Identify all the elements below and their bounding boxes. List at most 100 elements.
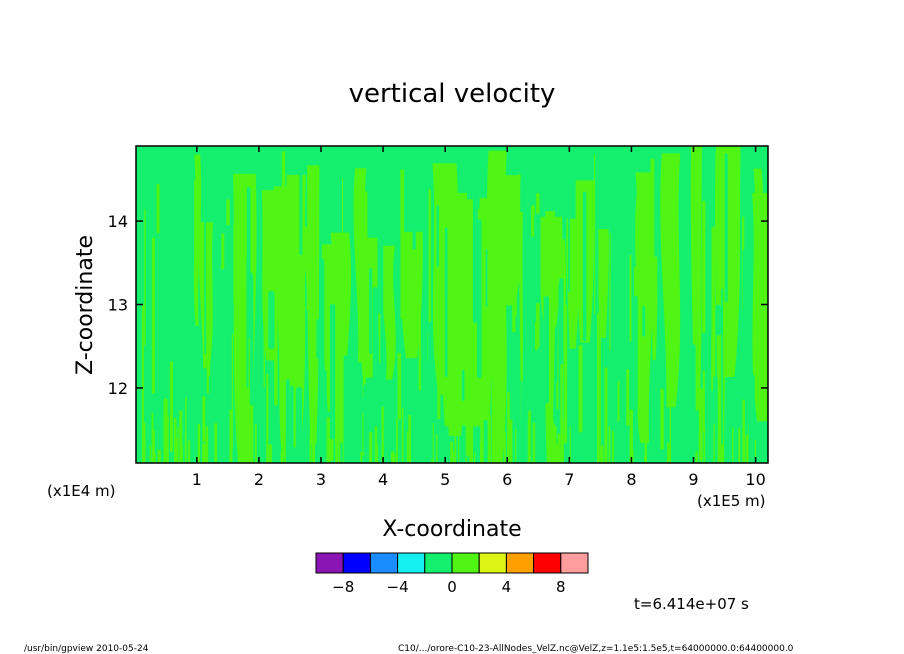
field-streak [284, 358, 286, 463]
field-gap [372, 286, 379, 397]
field-streak [435, 315, 439, 346]
field-streak [342, 178, 344, 361]
footer-left: /usr/bin/gpview 2010-05-24 [24, 644, 149, 654]
field-streak [669, 299, 672, 463]
field-gap [444, 261, 448, 297]
field-gap [295, 386, 303, 463]
field-streak [515, 286, 517, 317]
field-gap [516, 351, 521, 463]
x-tick-label: 4 [378, 470, 388, 489]
field-streak-bottom [396, 419, 398, 463]
field-streak-bottom [408, 414, 412, 463]
field-streak [578, 344, 583, 433]
field-streak-bottom [164, 443, 168, 463]
field-band [193, 154, 202, 327]
field-streak [233, 223, 235, 304]
field-streak [604, 367, 608, 463]
field-streak [742, 399, 745, 463]
field-streak [400, 169, 405, 320]
field-band [690, 146, 701, 375]
field-streak-bottom [311, 413, 313, 463]
field-streak-bottom [254, 424, 257, 463]
field-gap [654, 153, 658, 257]
field-streak [397, 352, 402, 420]
field-streak-bottom [251, 440, 254, 463]
colorbar-cell [560, 552, 589, 574]
field-streak-bottom [722, 439, 725, 463]
colorbar-cell [342, 552, 371, 574]
field-streak [365, 191, 368, 304]
field-gap [343, 355, 348, 463]
field-streak [597, 312, 601, 463]
field-streak [169, 361, 173, 453]
field-streak-bottom [312, 426, 315, 463]
field-streak-bottom [454, 425, 457, 463]
field-streak [702, 200, 706, 333]
field-streak-bottom [143, 422, 146, 463]
velocity-field [141, 146, 768, 463]
field-streak-bottom [280, 452, 284, 463]
colorbar-cell [533, 552, 562, 574]
field-gap [509, 331, 517, 402]
field-streak [512, 238, 516, 339]
field-streak [611, 430, 614, 463]
field-gap [633, 295, 638, 435]
y-tick-label: 14 [108, 212, 128, 231]
field-streak [362, 168, 365, 216]
field-streak [517, 174, 521, 284]
colorbar-cell [315, 552, 344, 574]
field-gap [706, 203, 711, 234]
field-streak-bottom [450, 441, 454, 463]
colorbar-cell [397, 552, 426, 574]
field-streak-bottom [695, 451, 698, 463]
field-streak-bottom [157, 449, 161, 463]
field-gap [246, 186, 251, 339]
colorbar-cell [505, 552, 535, 574]
field-streak-bottom [369, 431, 373, 463]
time-label: t=6.414e+07 s [634, 595, 749, 613]
field-streak-bottom [149, 444, 151, 463]
field-streak-bottom [246, 432, 248, 463]
field-streak [711, 226, 716, 377]
field-streak-bottom [509, 419, 513, 463]
field-streak-bottom [173, 417, 177, 463]
field-gap [520, 380, 523, 446]
field-streak-bottom [556, 443, 558, 463]
field-gap [321, 369, 327, 407]
field-streak-bottom [473, 452, 476, 463]
field-gap [249, 275, 254, 406]
field-streak-bottom [179, 410, 183, 463]
field-streak [491, 385, 496, 463]
field-gap [724, 153, 728, 303]
field-gap [558, 283, 561, 434]
field-streak-bottom [151, 412, 154, 463]
field-gap [186, 252, 189, 391]
field-band [400, 231, 423, 359]
field-streak [220, 233, 225, 270]
colorbar-cell [478, 552, 507, 574]
field-streak-bottom [166, 415, 169, 463]
field-gap [612, 227, 616, 265]
field-streak [431, 459, 434, 463]
field-streak [594, 154, 596, 315]
field-streak [226, 199, 230, 226]
field-gap [429, 380, 431, 460]
field-streak [185, 396, 187, 463]
field-streak [531, 205, 535, 237]
field-streak-bottom [229, 409, 233, 463]
field-streak [643, 455, 647, 463]
field-streak [241, 208, 243, 290]
field-streak [640, 248, 643, 411]
y-tick-label: 13 [108, 296, 128, 315]
field-gap [748, 373, 755, 463]
footer-right: C10/.../orore-C10-23-AllNodes_VelZ.nc@Ve… [398, 644, 794, 654]
x-axis: 1 2 3 4 5 6 7 8 9 10 [192, 146, 766, 489]
field-streak-bottom [247, 429, 250, 463]
field-streak [553, 233, 555, 301]
field-streak-bottom [551, 419, 554, 463]
field-streak-bottom [738, 428, 741, 463]
field-streak-bottom [206, 426, 209, 463]
x-tick-label: 6 [502, 470, 512, 489]
field-streak-bottom [249, 420, 252, 463]
